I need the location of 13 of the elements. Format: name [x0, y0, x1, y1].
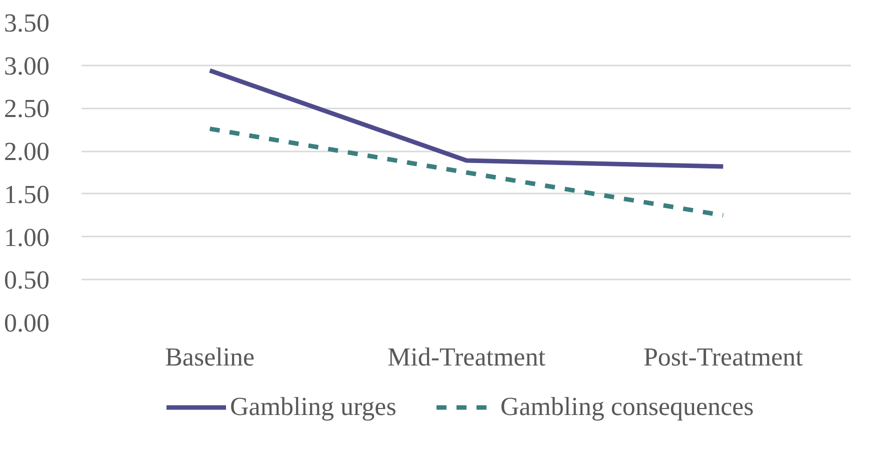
y-tick-label: 0.00 — [4, 308, 50, 338]
y-tick-label: 0.50 — [4, 266, 50, 295]
y-tick-label: 1.00 — [4, 222, 50, 252]
y-tick-label: 1.50 — [4, 180, 50, 209]
x-tick-label: Baseline — [165, 342, 255, 372]
y-tick-label: 3.00 — [4, 51, 50, 80]
y-tick-label: 2.50 — [4, 94, 50, 124]
y-tick-label: 2.00 — [4, 137, 50, 166]
x-tick-label: Mid-Treatment — [388, 342, 546, 372]
y-tick-label: 3.50 — [4, 8, 50, 38]
legend-label: Gambling urges — [230, 392, 396, 422]
x-tick-label: Post-Treatment — [643, 342, 804, 372]
legend-label: Gambling consequences — [500, 392, 754, 422]
